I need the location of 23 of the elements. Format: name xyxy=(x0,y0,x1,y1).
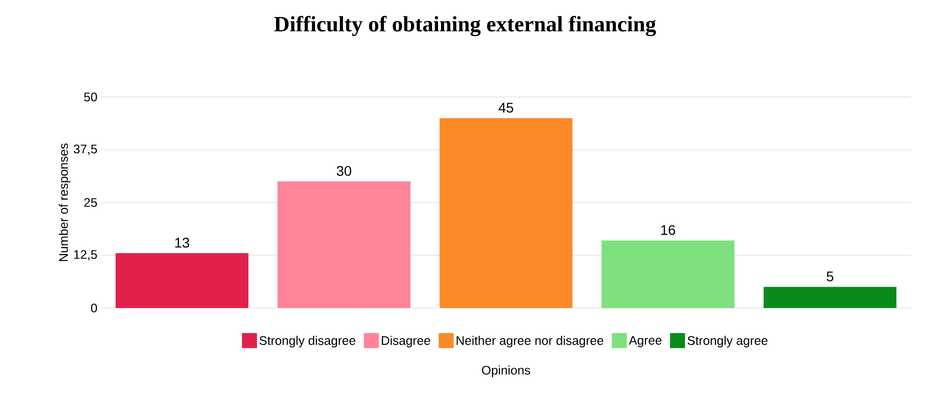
bar xyxy=(440,118,572,308)
y-tick-label: 0 xyxy=(91,304,97,312)
data-label: 16 xyxy=(661,225,676,235)
y-tick-label: 25 xyxy=(84,198,97,207)
bar xyxy=(278,181,410,308)
y-tick-label: 50 xyxy=(84,92,97,102)
x-axis-title: Opinions xyxy=(482,365,530,378)
bar xyxy=(116,253,248,308)
chart-title: Difficulty of obtaining external financing xyxy=(274,16,656,36)
y-axis-title: Number of responses xyxy=(58,143,70,262)
legend-label: Disagree xyxy=(382,336,430,348)
bar xyxy=(764,286,896,308)
data-label: 45 xyxy=(498,102,514,113)
legend-label: Strongly disagree xyxy=(260,336,356,348)
y-tick-label: 12,5 xyxy=(74,250,97,260)
data-label: 13 xyxy=(175,238,190,248)
data-label: 5 xyxy=(826,272,834,282)
legend-label: Strongly agree xyxy=(688,336,768,348)
data-label: 30 xyxy=(336,166,352,176)
bar xyxy=(602,240,734,308)
y-tick-label: 37,5 xyxy=(74,144,97,155)
legend-label: Agree xyxy=(628,336,662,348)
legend-label: Neither agree nor disagree xyxy=(456,336,604,348)
